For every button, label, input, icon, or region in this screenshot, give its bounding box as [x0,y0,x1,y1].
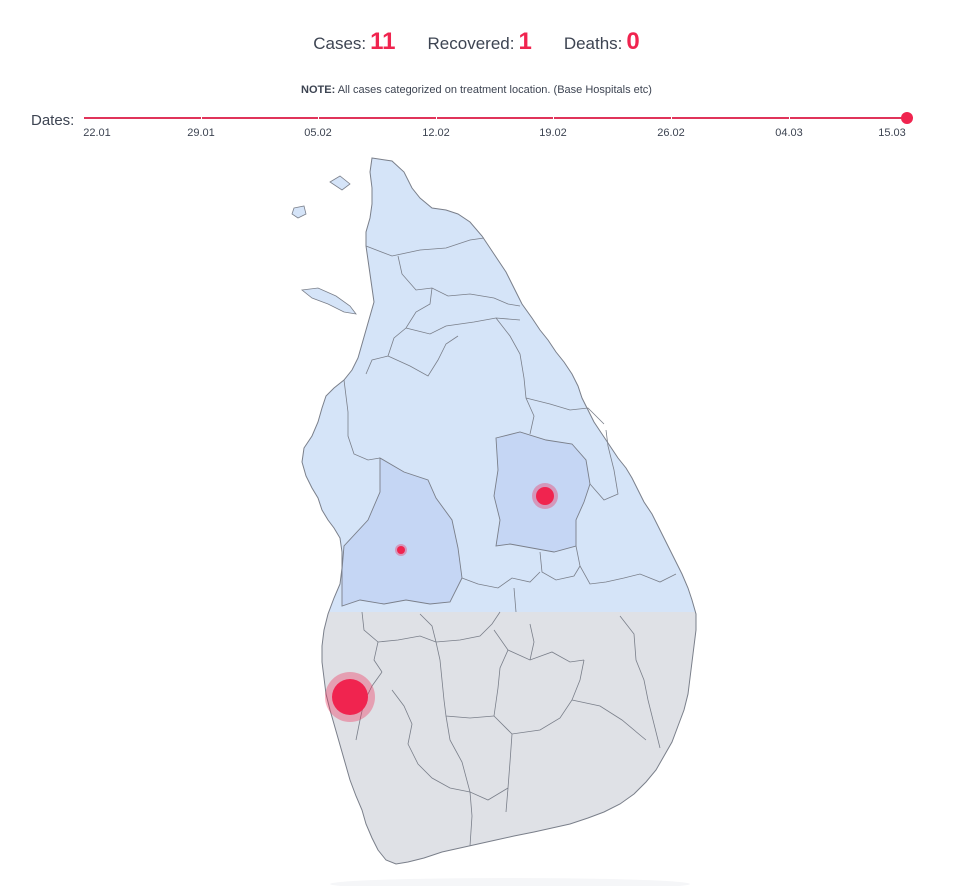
tick-label: 19.02 [539,127,567,139]
date-slider[interactable]: Dates: 22.01 29.01 05.02 12.02 19.02 26.… [0,108,953,148]
stats-bar: Cases: 11 Recovered: 1 Deaths: 0 [0,28,953,56]
tick-label: 15.03 [878,127,906,139]
slider-tick [671,116,672,121]
slider-tick [436,116,437,121]
footer-shadow [330,878,690,886]
tick-label: 22.01 [83,127,111,139]
kurunegala-marker[interactable] [395,544,407,556]
tick-label: 12.02 [422,127,450,139]
recovered-label: Recovered: [427,34,515,53]
cases-label: Cases: [313,34,367,53]
note-bold: NOTE: [301,84,336,96]
recovered-stat: Recovered: 1 [428,28,532,56]
tick-label: 04.03 [775,127,803,139]
note-text: NOTE: All cases categorized on treatment… [0,84,953,96]
tick-label: 05.02 [304,127,332,139]
tick-label: 29.01 [187,127,215,139]
marker-dot[interactable] [536,487,554,505]
slider-tick [553,116,554,121]
polonnaruwa-marker[interactable] [532,483,558,509]
kurunegala-district [341,457,463,607]
slider-track[interactable] [84,117,908,119]
marker-dot[interactable] [332,679,368,715]
cases-stat: Cases: 11 [313,28,395,56]
slider-tick [789,116,790,121]
recovered-value: 1 [518,28,532,55]
deaths-value: 0 [626,28,640,55]
colombo-marker[interactable] [325,672,375,722]
deaths-label: Deaths: [563,34,623,53]
slider-tick [318,116,319,121]
marker-dot[interactable] [397,546,405,554]
deaths-stat: Deaths: 0 [564,28,640,56]
district-borders [343,237,677,847]
slider-tick [201,116,202,121]
note-body: All cases categorized on treatment locat… [335,84,652,96]
slider-handle[interactable] [901,112,913,124]
cases-value: 11 [370,28,396,55]
dates-label: Dates: [31,112,75,129]
tick-label: 26.02 [657,127,685,139]
